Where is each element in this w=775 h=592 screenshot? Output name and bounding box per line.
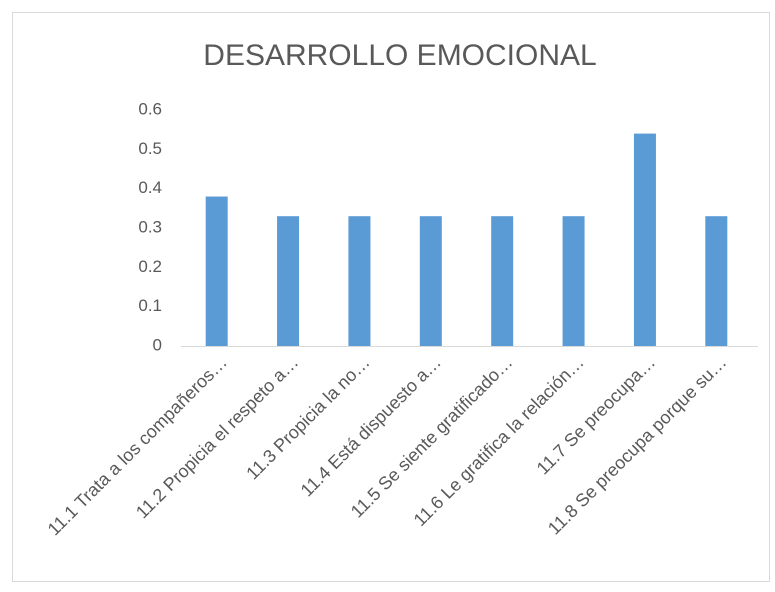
- bar: [348, 216, 371, 346]
- y-tick-label: 0.6: [138, 99, 162, 118]
- chart-title: DESARROLLO EMOCIONAL: [203, 39, 596, 72]
- chart-frame: [12, 12, 770, 582]
- y-tick-label: 0.5: [138, 139, 162, 158]
- y-tick-label: 0.1: [138, 296, 162, 315]
- bar: [491, 216, 514, 346]
- y-tick-label: 0: [153, 335, 162, 354]
- bar: [419, 216, 442, 346]
- bar: [562, 216, 585, 346]
- y-tick-label: 0.4: [138, 178, 162, 197]
- y-tick-label: 0.3: [138, 217, 162, 236]
- y-tick-label: 0.2: [138, 257, 162, 276]
- bar: [705, 216, 728, 346]
- bar: [205, 196, 228, 346]
- bar: [277, 216, 300, 346]
- bar: [633, 133, 656, 346]
